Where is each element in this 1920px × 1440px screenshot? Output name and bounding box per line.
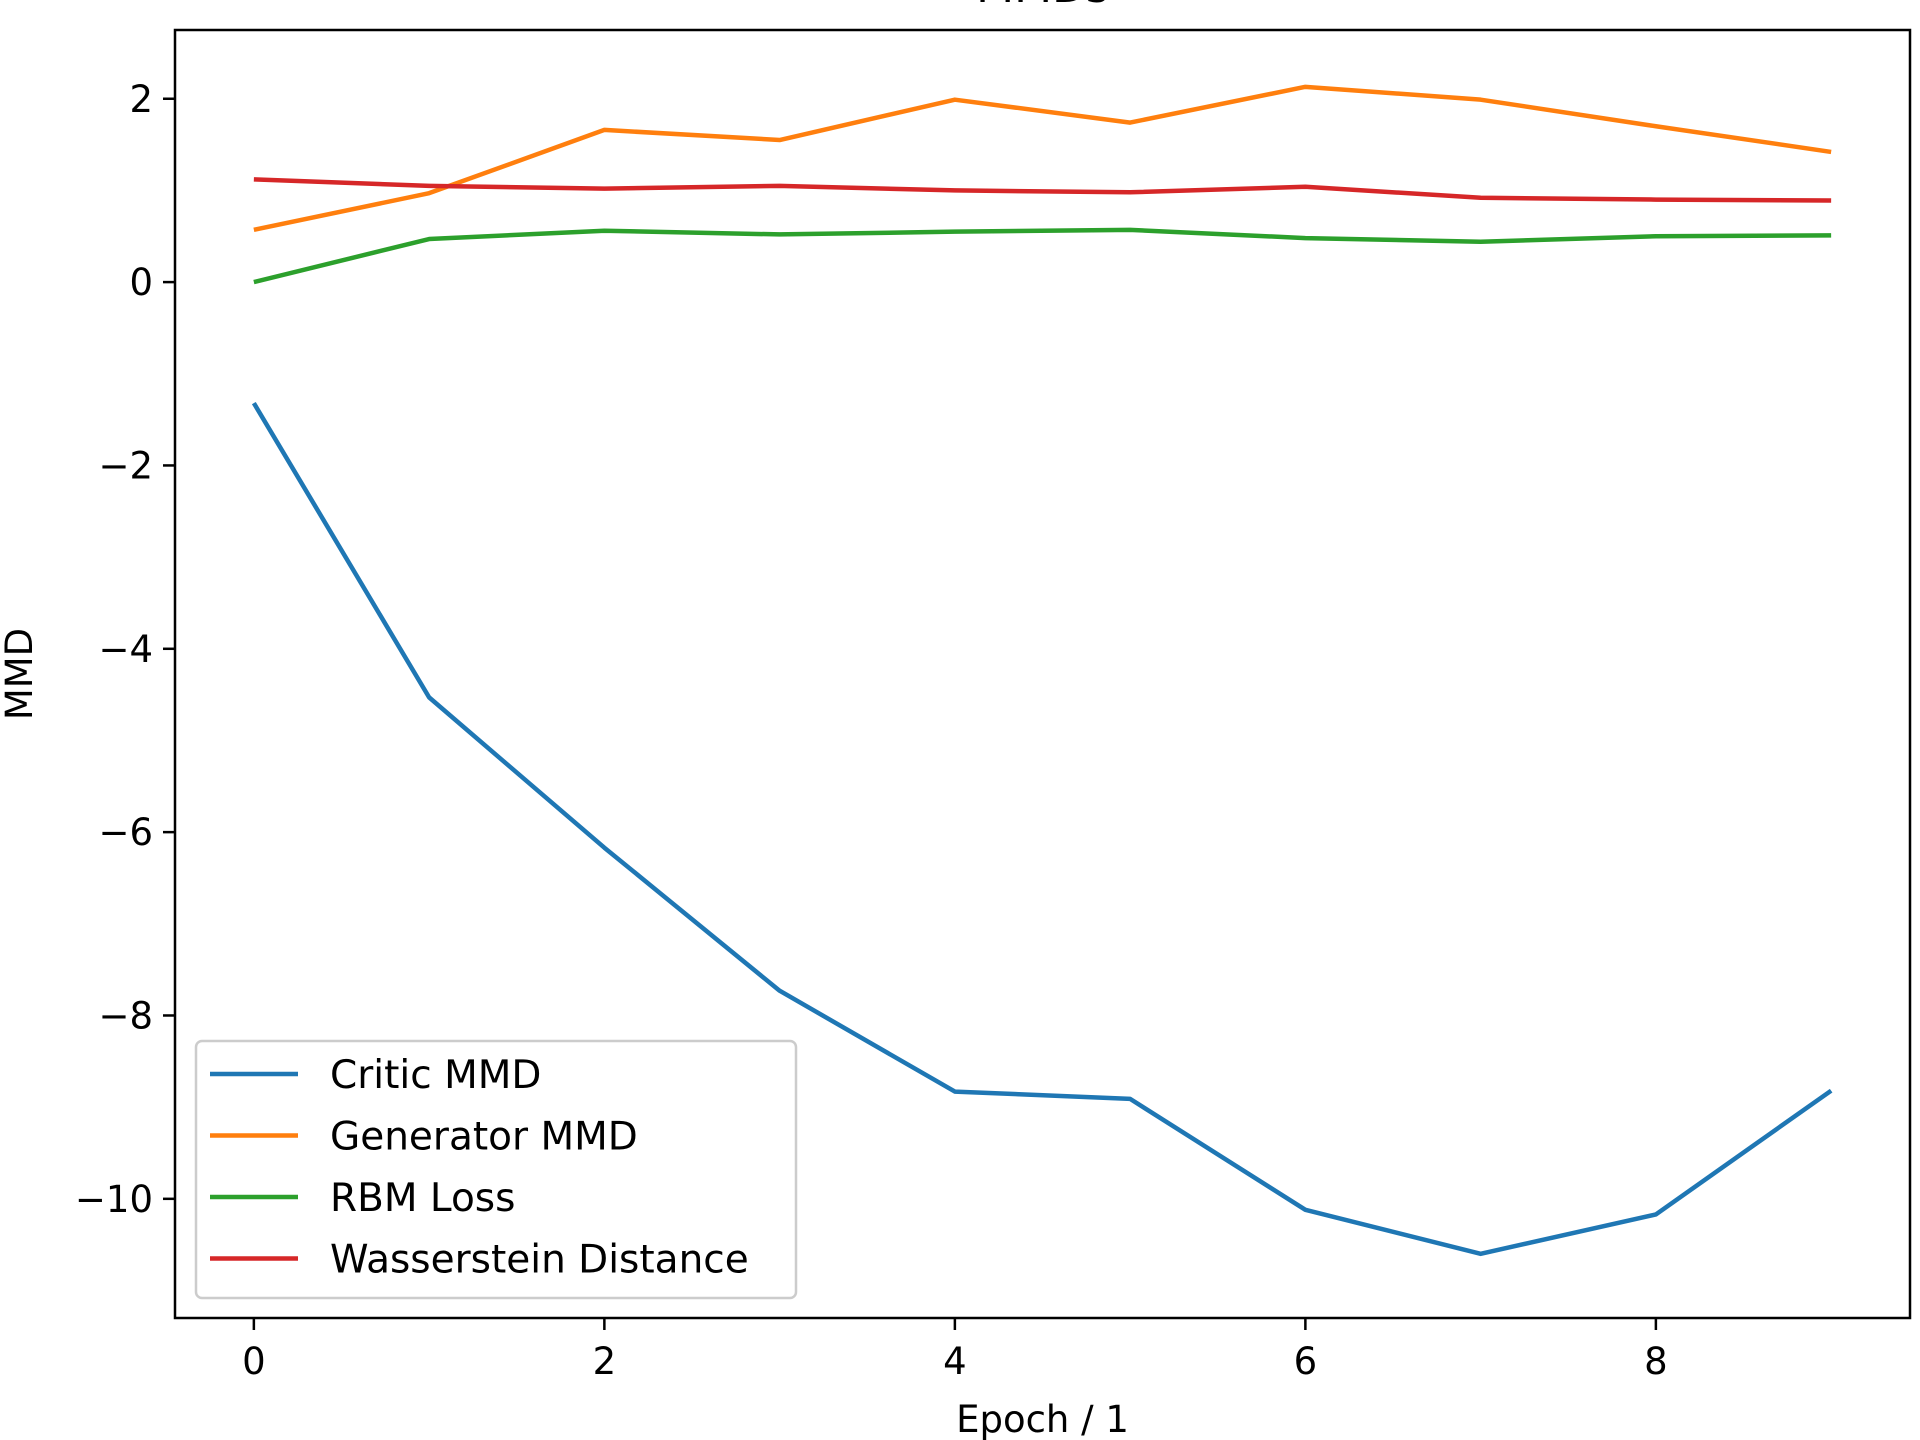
legend-label-critic-mmd: Critic MMD xyxy=(330,1053,541,1098)
x-tick-label: 0 xyxy=(242,1340,266,1383)
x-axis-label: Epoch / 1 xyxy=(956,1398,1129,1440)
y-axis-label: MMD xyxy=(0,628,41,720)
series-line-generator-mmd xyxy=(253,84,1832,233)
x-axis-ticks: 0 2 4 6 8 xyxy=(242,1318,1668,1383)
legend: Critic MMD Generator MMD RBM Loss Wasserste… xyxy=(194,1039,798,1300)
series-line-rbm-loss xyxy=(253,227,1832,285)
y-axis-ticks: 2 0 −2 −4 −6 −8 −10 xyxy=(75,78,175,1221)
legend-box xyxy=(194,1039,798,1300)
y-tick-label: −6 xyxy=(98,811,153,854)
x-tick-label: 6 xyxy=(1294,1340,1318,1383)
y-tick-label: 2 xyxy=(129,78,153,121)
x-tick-label: 2 xyxy=(593,1340,617,1383)
y-tick-label: −4 xyxy=(98,628,153,671)
chart-title: MMDs xyxy=(976,0,1109,13)
x-tick-label: 4 xyxy=(943,1340,967,1383)
legend-label-wasserstein-distance: Wasserstein Distance xyxy=(330,1238,749,1283)
y-tick-label: −10 xyxy=(75,1178,153,1221)
x-tick-label: 8 xyxy=(1644,1340,1668,1383)
y-tick-label: 0 xyxy=(129,261,153,304)
y-tick-label: −2 xyxy=(98,444,153,487)
legend-label-generator-mmd: Generator MMD xyxy=(330,1115,638,1160)
plot-lines xyxy=(251,84,1833,1257)
axes-frame xyxy=(173,28,1912,1320)
y-tick-label: −8 xyxy=(98,994,153,1037)
series-line-wasserstein-distance xyxy=(253,177,1832,203)
legend-label-rbm-loss: RBM Loss xyxy=(330,1176,515,1221)
series-line-critic-mmd xyxy=(251,401,1833,1257)
